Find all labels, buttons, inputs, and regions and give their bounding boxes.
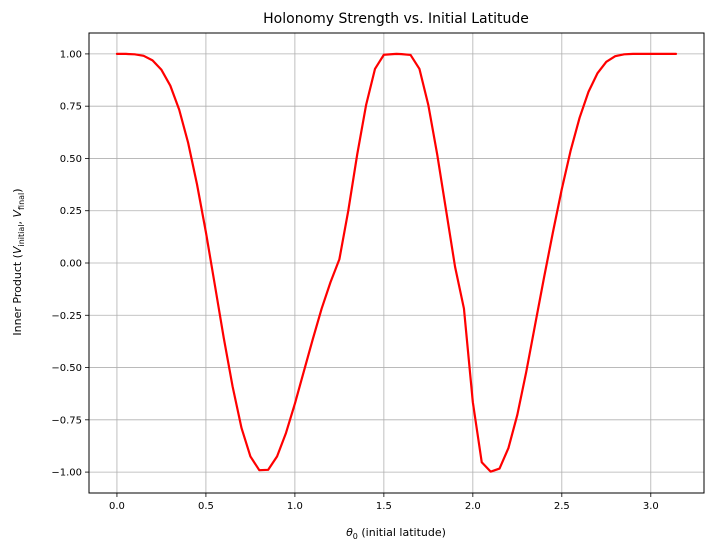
x-tick-label: 2.5 [554, 501, 570, 512]
x-tick-label: 1.0 [287, 501, 303, 512]
y-axis-title-prefix: Inner Product ( [11, 254, 24, 336]
y-tick-label: −0.75 [51, 415, 82, 426]
x-tick-label: 1.5 [376, 501, 392, 512]
y-axis-title-sub1: initial [17, 225, 26, 247]
x-tick-label: 2.0 [465, 501, 481, 512]
y-axis-title-sub2: final [17, 193, 26, 210]
x-tick-label: 3.0 [643, 501, 659, 512]
chart-title: Holonomy Strength vs. Initial Latitude [263, 11, 529, 27]
y-tick-label: 0.50 [60, 154, 82, 165]
x-axis-title-text: (initial latitude) [358, 526, 446, 539]
y-tick-label: 0.00 [60, 259, 82, 270]
y-tick-label: 0.25 [60, 206, 82, 217]
y-tick-label: 0.75 [60, 102, 82, 113]
x-axis-title: θ0 (initial latitude) [346, 526, 446, 541]
y-tick-label: 1.00 [60, 49, 82, 60]
y-axis-title-suffix: ) [11, 188, 24, 192]
x-tick-label: 0.5 [198, 501, 214, 512]
y-tick-label: −0.25 [51, 311, 82, 322]
y-axis-title: Inner Product (Vinitial, Vfinal) [11, 188, 26, 335]
y-axis-title-mid: , [11, 218, 24, 225]
y-tick-label: −0.50 [51, 363, 82, 374]
x-tick-label: 0.0 [109, 501, 125, 512]
y-tick-label: −1.00 [51, 468, 82, 479]
